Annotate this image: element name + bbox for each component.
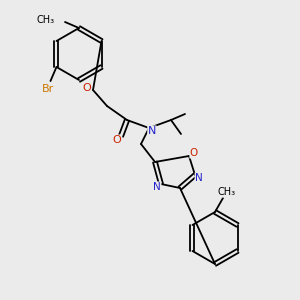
Text: N: N	[195, 173, 203, 183]
Text: CH₃: CH₃	[37, 15, 55, 25]
Text: O: O	[190, 148, 198, 158]
Text: Br: Br	[42, 84, 55, 94]
Text: N: N	[148, 126, 156, 136]
Text: N: N	[153, 182, 161, 192]
Text: O: O	[112, 135, 122, 145]
Text: CH₃: CH₃	[218, 187, 236, 197]
Text: O: O	[82, 83, 91, 93]
